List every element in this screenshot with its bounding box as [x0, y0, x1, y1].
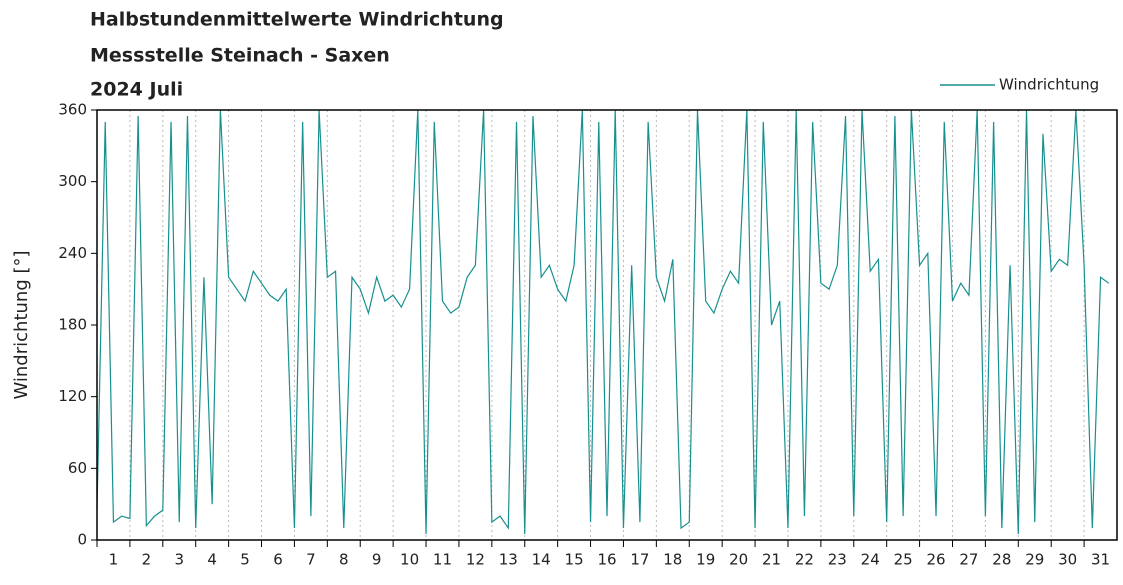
y-tick-label: 60: [68, 459, 87, 477]
y-tick-label: 240: [58, 244, 87, 262]
x-tick-label: 6: [273, 551, 283, 569]
x-tick-label: 5: [240, 551, 250, 569]
x-tick-label: 10: [400, 551, 419, 569]
y-tick-label: 180: [58, 316, 87, 334]
x-tick-label: 16: [597, 551, 616, 569]
legend-label: Windrichtung: [999, 76, 1099, 94]
x-tick-label: 29: [1025, 551, 1044, 569]
x-tick-label: 27: [959, 551, 978, 569]
x-tick-label: 17: [630, 551, 649, 569]
y-tick-label: 360: [58, 101, 87, 119]
chart-title: 2024 Juli: [90, 79, 183, 101]
x-tick-label: 4: [207, 551, 217, 569]
x-tick-label: 23: [828, 551, 847, 569]
x-tick-label: 20: [729, 551, 748, 569]
x-tick-label: 7: [306, 551, 316, 569]
x-tick-label: 1: [109, 551, 119, 569]
y-tick-label: 120: [58, 387, 87, 405]
x-tick-label: 8: [339, 551, 349, 569]
x-tick-label: 25: [894, 551, 913, 569]
y-axis-label: Windrichtung [°]: [11, 250, 32, 399]
x-tick-label: 13: [499, 551, 518, 569]
x-tick-label: 12: [466, 551, 485, 569]
x-tick-label: 31: [1091, 551, 1110, 569]
x-tick-label: 19: [696, 551, 715, 569]
x-tick-label: 30: [1058, 551, 1077, 569]
x-tick-label: 22: [795, 551, 814, 569]
x-tick-label: 24: [861, 551, 880, 569]
x-tick-label: 15: [565, 551, 584, 569]
x-tick-label: 18: [663, 551, 682, 569]
x-tick-label: 9: [372, 551, 382, 569]
plot-frame: [96, 109, 1118, 541]
x-tick-label: 14: [532, 551, 551, 569]
x-tick-label: 11: [433, 551, 452, 569]
y-tick-label: 300: [58, 172, 87, 190]
x-tick-label: 26: [926, 551, 945, 569]
x-tick-label: 28: [992, 551, 1011, 569]
x-tick-label: 3: [174, 551, 184, 569]
y-tick-label: 0: [77, 531, 87, 549]
chart-title: Halbstundenmittelwerte Windrichtung: [90, 9, 504, 31]
data-line: [96, 109, 1110, 535]
chart-title: Messstelle Steinach - Saxen: [90, 45, 390, 67]
x-tick-label: 21: [762, 551, 781, 569]
x-tick-label: 2: [142, 551, 152, 569]
